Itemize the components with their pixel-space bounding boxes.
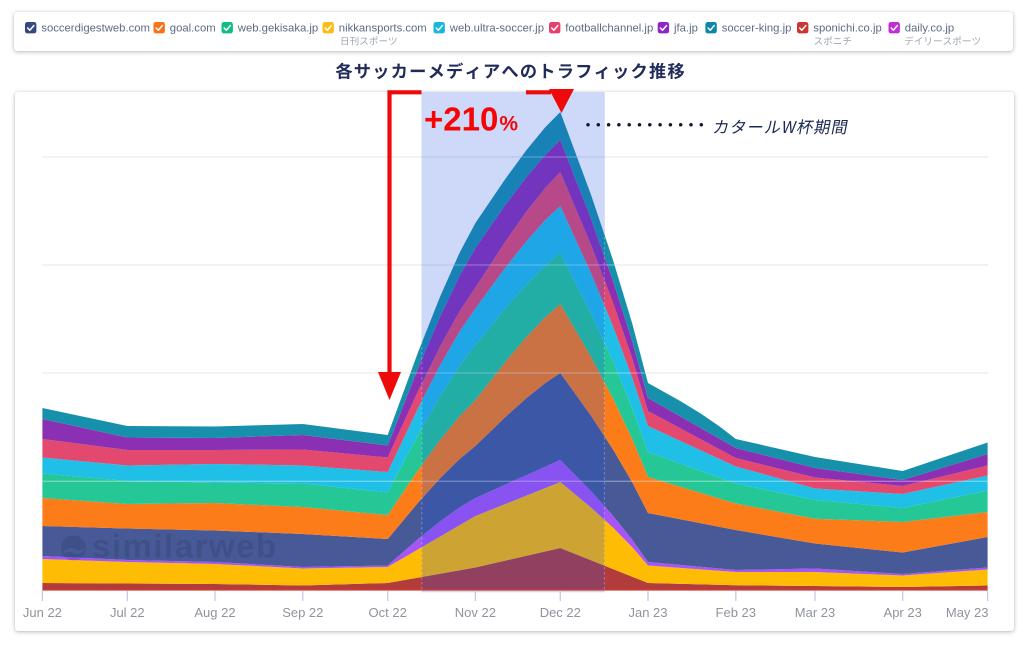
svg-text:sponichi.co.jp: sponichi.co.jp — [813, 22, 881, 34]
svg-text:web.gekisaka.jp: web.gekisaka.jp — [237, 22, 318, 34]
svg-text:Oct 22: Oct 22 — [369, 605, 407, 620]
svg-text:nikkansports.com: nikkansports.com — [339, 22, 427, 34]
svg-text:Apr 23: Apr 23 — [884, 605, 922, 620]
svg-text:soccer-king.jp: soccer-king.jp — [722, 22, 792, 34]
svg-text:goal.com: goal.com — [170, 22, 216, 34]
svg-text:Jan 23: Jan 23 — [628, 605, 667, 620]
svg-text:soccerdigestweb.com: soccerdigestweb.com — [41, 22, 150, 34]
svg-text:footballchannel.jp: footballchannel.jp — [565, 22, 653, 34]
svg-text:Mar 23: Mar 23 — [795, 605, 835, 620]
svg-text:Sep 22: Sep 22 — [282, 605, 323, 620]
svg-text:Aug 22: Aug 22 — [194, 605, 235, 620]
svg-text:Jun 22: Jun 22 — [23, 605, 62, 620]
svg-text:jfa.jp: jfa.jp — [673, 22, 698, 34]
svg-text:similarweb: similarweb — [92, 528, 278, 565]
svg-text:web.ultra-soccer.jp: web.ultra-soccer.jp — [449, 22, 544, 34]
svg-text:Jul 22: Jul 22 — [110, 605, 145, 620]
svg-text:+210%: +210% — [424, 101, 518, 138]
svg-text:May 23: May 23 — [946, 605, 989, 620]
svg-text:daily.co.jp: daily.co.jp — [905, 22, 954, 34]
svg-text:Feb 23: Feb 23 — [716, 605, 756, 620]
svg-text:Nov 22: Nov 22 — [455, 605, 496, 620]
svg-text:Dec 22: Dec 22 — [540, 605, 581, 620]
